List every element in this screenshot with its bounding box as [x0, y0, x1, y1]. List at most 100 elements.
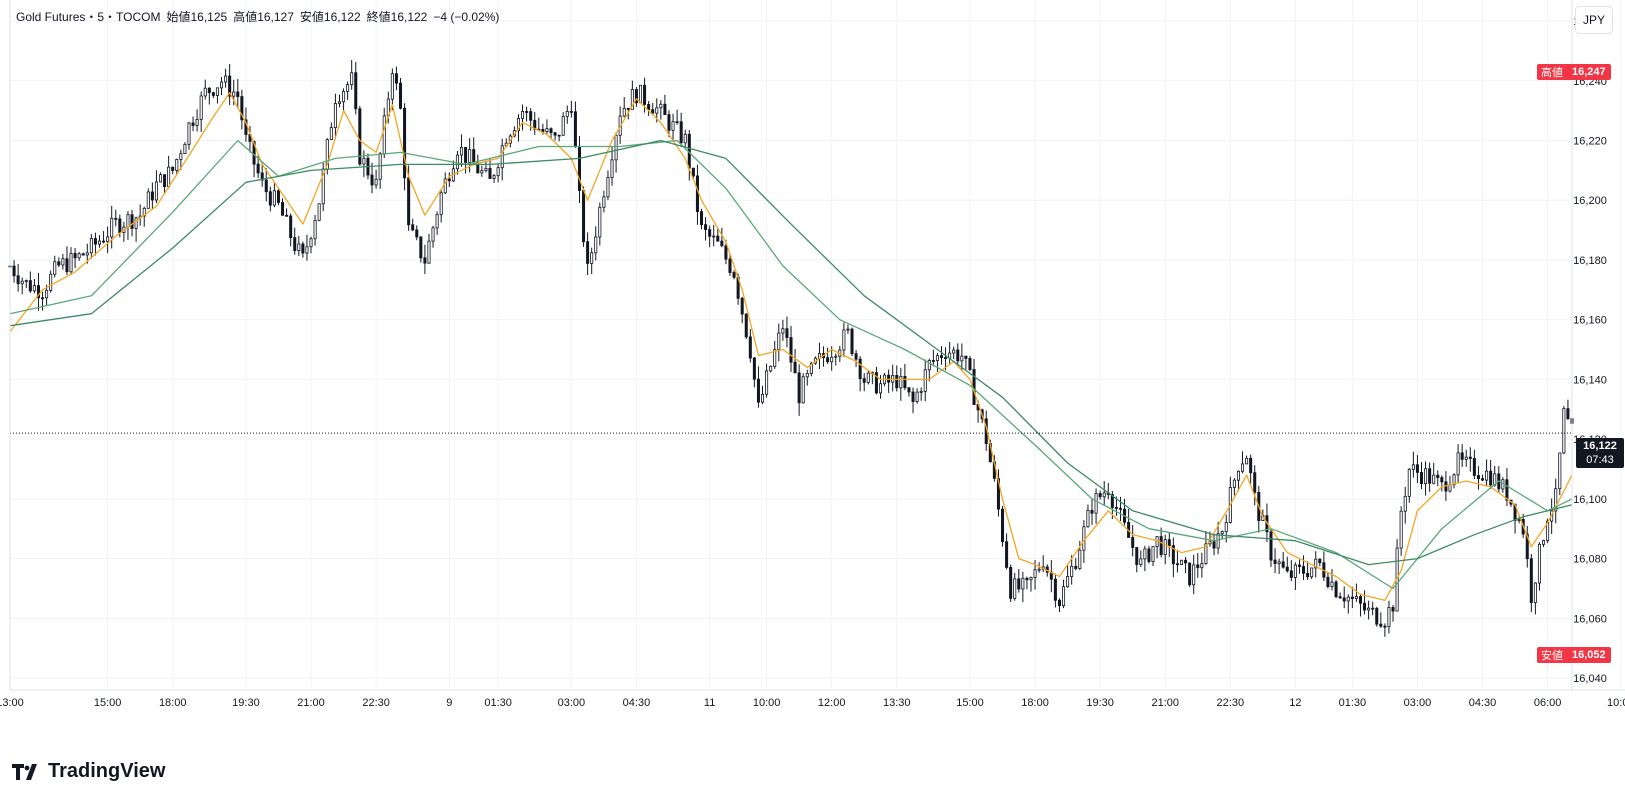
- candle-body: [740, 297, 744, 315]
- candle-body: [1285, 566, 1289, 572]
- x-tick-label: 10:00: [753, 697, 781, 709]
- candle-body: [1249, 457, 1253, 474]
- candle-body: [1554, 488, 1558, 512]
- candle-body: [582, 190, 586, 243]
- candle-body: [964, 355, 968, 359]
- candle-body: [793, 361, 797, 374]
- candle-body: [1407, 468, 1411, 497]
- candle-body: [28, 280, 32, 292]
- candle-body: [1379, 623, 1383, 627]
- candle-body: [777, 332, 781, 351]
- x-tick-label: 21:00: [1151, 697, 1179, 709]
- y-tick-label: 16,040: [1573, 673, 1607, 685]
- candle-body: [732, 272, 736, 278]
- candle-body: [276, 190, 280, 203]
- candle-body: [36, 285, 40, 299]
- candle-body: [1399, 510, 1403, 549]
- x-tick-label: 04:30: [623, 697, 651, 709]
- low-price-tag: 安値 16,052: [1537, 647, 1611, 663]
- candle-body: [1383, 625, 1387, 628]
- candle-body: [756, 378, 760, 403]
- candle-body: [289, 215, 293, 239]
- tradingview-logo[interactable]: TradingView: [12, 760, 165, 783]
- candle-body: [97, 240, 102, 245]
- candle-body: [236, 91, 240, 97]
- candle-body: [472, 149, 476, 164]
- candle-body: [65, 258, 69, 273]
- candle-body: [1114, 507, 1118, 509]
- candle-body: [394, 73, 398, 84]
- candle-body: [110, 217, 114, 238]
- candle-body: [862, 378, 866, 383]
- x-tick-label: 15:00: [956, 697, 984, 709]
- candle-body: [350, 72, 354, 86]
- candle-body: [435, 214, 439, 229]
- candle-body: [1546, 520, 1550, 541]
- y-tick-label: 16,160: [1573, 315, 1607, 327]
- candle-body: [659, 103, 663, 109]
- last-price-value: 16,122: [1583, 440, 1617, 452]
- candle-body: [313, 219, 317, 240]
- high-tag-value: 16,247: [1567, 64, 1611, 80]
- candle-body: [1273, 559, 1277, 564]
- candle-body: [801, 376, 805, 404]
- candle-body: [73, 253, 77, 259]
- candle-body: [1131, 537, 1135, 548]
- candle-body: [1525, 533, 1529, 560]
- candle-body: [77, 253, 81, 259]
- high-price-tag: 高値 16,247: [1537, 64, 1611, 80]
- currency-button[interactable]: JPY: [1575, 6, 1613, 34]
- x-tick-label: 13:00: [0, 697, 24, 709]
- candle-body: [256, 163, 260, 174]
- candle-body: [1066, 576, 1070, 588]
- candle-body: [403, 107, 407, 179]
- candle-body: [557, 134, 561, 137]
- candle-body: [549, 128, 553, 134]
- candle-body: [1432, 474, 1436, 484]
- candle-body: [834, 355, 838, 358]
- symbol-name[interactable]: Gold Futures・5・TOCOM: [16, 10, 161, 24]
- candle-body: [224, 75, 228, 83]
- x-tick-label: 15:00: [94, 697, 122, 709]
- x-tick-label: 18:00: [1021, 697, 1049, 709]
- candle-body: [126, 214, 130, 228]
- candle-body: [1005, 541, 1009, 568]
- candle-body: [1415, 464, 1419, 473]
- candle-body: [679, 121, 683, 144]
- candle-body: [704, 224, 708, 230]
- candle-body: [1391, 607, 1395, 612]
- candle-body: [651, 109, 655, 114]
- candle-body: [142, 207, 146, 217]
- y-tick-label: 16,060: [1573, 613, 1607, 625]
- candle-body: [525, 111, 529, 113]
- candle-body: [1342, 597, 1346, 602]
- candle-body: [960, 355, 964, 362]
- change-value: −4 (−0.02%): [433, 9, 500, 24]
- candle-body: [1143, 548, 1147, 560]
- x-tick-label: 12: [1289, 697, 1301, 709]
- candle-body: [175, 159, 179, 171]
- candle-body: [842, 329, 846, 351]
- candle-body: [281, 202, 285, 216]
- candle-body: [1346, 596, 1350, 602]
- candle-body: [118, 218, 122, 233]
- candle-body: [1468, 456, 1472, 459]
- candle-body: [899, 375, 903, 389]
- candle-body: [1505, 479, 1509, 501]
- candle-body: [57, 261, 61, 266]
- candle-body: [203, 87, 207, 97]
- candle-body: [1033, 569, 1037, 578]
- candle-body: [1489, 470, 1493, 486]
- candle-body: [1098, 493, 1102, 498]
- candle-body: [858, 358, 862, 379]
- candle-body: [102, 240, 106, 243]
- y-tick-label: 16,080: [1573, 554, 1607, 566]
- candle-body: [919, 391, 923, 393]
- candle-body: [565, 111, 569, 117]
- candle-body: [1240, 463, 1245, 472]
- candle-body: [150, 191, 154, 201]
- candle-body: [455, 154, 459, 170]
- candle-body: [573, 111, 577, 148]
- candle-body: [358, 108, 362, 165]
